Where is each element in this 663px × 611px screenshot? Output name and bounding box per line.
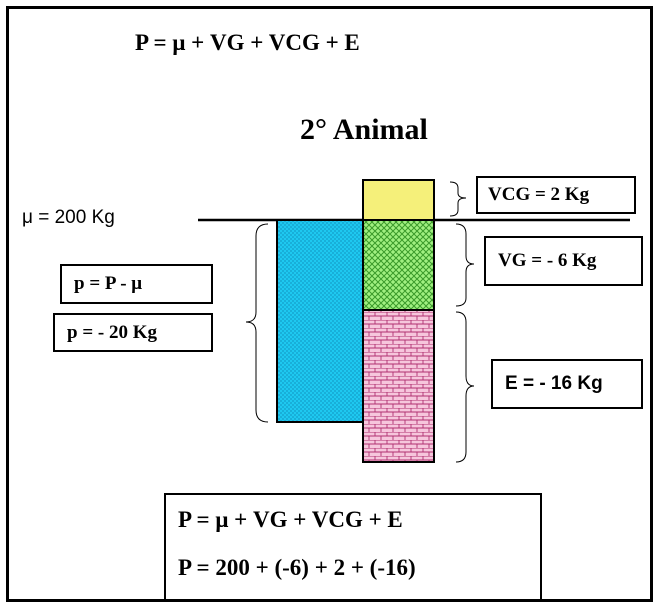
deviation-value-text: p = - 20 Kg (67, 321, 157, 343)
vg-brace (455, 223, 475, 307)
mean-label: μ = 200 Kg (22, 207, 115, 228)
e-block (362, 309, 435, 463)
top-formula: P = μ + VG + VCG + E (135, 30, 360, 55)
deviation-formula-box: p = P - μ (60, 264, 213, 304)
summary-box: P = μ + VG + VCG + E P = 200 + (-6) + 2 … (164, 493, 542, 601)
vcg-brace (449, 181, 467, 217)
vg-box: VG = - 6 Kg (484, 236, 643, 286)
vg-block (362, 219, 435, 311)
summary-formula: P = μ + VG + VCG + E (178, 507, 403, 532)
diagram-title: 2° Animal (300, 113, 428, 146)
phenotype-brace (245, 223, 269, 423)
e-brace (455, 311, 475, 463)
summary-calculation: P = 200 + (-6) + 2 + (-16) (178, 555, 416, 580)
phenotype-bar (276, 219, 364, 423)
vcg-block (362, 179, 435, 221)
e-box: E = - 16 Kg (491, 359, 643, 409)
vg-text: VG = - 6 Kg (498, 250, 597, 271)
vcg-box: VCG = 2 Kg (476, 176, 636, 214)
e-text: E = - 16 Kg (505, 373, 603, 394)
deviation-formula-text: p = P - μ (74, 273, 143, 294)
deviation-value-box: p = - 20 Kg (53, 313, 213, 352)
vcg-text: VCG = 2 Kg (488, 184, 590, 205)
